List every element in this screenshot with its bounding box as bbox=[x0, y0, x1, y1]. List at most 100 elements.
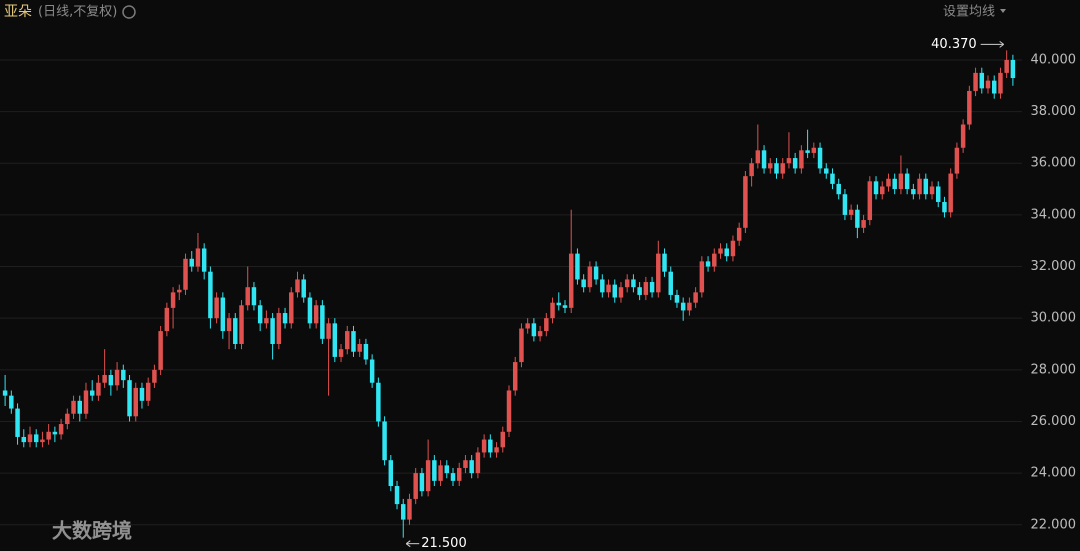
candle-body bbox=[9, 395, 14, 409]
settings-icon[interactable] bbox=[122, 5, 136, 19]
candle-body bbox=[618, 287, 624, 298]
candle-body bbox=[855, 209, 860, 228]
candle-body bbox=[637, 287, 642, 295]
candle-body bbox=[656, 253, 661, 293]
candle-body bbox=[649, 282, 655, 293]
annotation-arrowhead bbox=[999, 40, 1004, 48]
candle-body bbox=[624, 279, 630, 288]
candle-body bbox=[631, 279, 636, 288]
candle-body bbox=[407, 498, 412, 520]
candle-body bbox=[550, 302, 555, 319]
candle-body bbox=[40, 439, 45, 443]
candle-body bbox=[581, 279, 586, 288]
annotation-arrowhead bbox=[405, 540, 411, 548]
candle-body bbox=[46, 431, 51, 440]
candle-body bbox=[276, 313, 282, 345]
dropdown-arrow bbox=[1000, 9, 1006, 13]
candle-body bbox=[463, 460, 468, 468]
candle-body bbox=[805, 150, 810, 153]
candle-body bbox=[842, 194, 848, 215]
candle-body bbox=[680, 302, 686, 311]
candle-body bbox=[712, 253, 717, 267]
watermark: 大数跨境 bbox=[52, 519, 132, 543]
candle-body bbox=[388, 460, 394, 487]
candle-body bbox=[880, 186, 885, 195]
candle-body bbox=[488, 439, 493, 453]
candle-body bbox=[195, 248, 201, 267]
candle-body bbox=[544, 318, 549, 332]
candle-body bbox=[736, 227, 742, 241]
plot-area: 22.000 24.000 26.000 28.000 30.000 32.000 34.0… bbox=[0, 37, 1076, 551]
candle-body bbox=[967, 90, 972, 125]
candle-body bbox=[824, 168, 829, 174]
candle-body bbox=[108, 374, 114, 386]
candle-body bbox=[929, 186, 935, 195]
candle-body bbox=[382, 421, 387, 461]
candle-body bbox=[699, 261, 705, 293]
candle-body bbox=[326, 323, 331, 339]
candle-body bbox=[985, 80, 991, 89]
candle-body bbox=[58, 424, 64, 435]
candle-body bbox=[363, 344, 369, 360]
candle-body bbox=[301, 279, 306, 298]
candle-body bbox=[904, 173, 910, 190]
candle-body bbox=[289, 292, 294, 324]
y-tick-label: 22.000 bbox=[1031, 517, 1077, 532]
candle-body bbox=[786, 158, 792, 164]
candle-body bbox=[836, 183, 841, 195]
candle-body bbox=[600, 279, 605, 293]
candle-body bbox=[133, 387, 138, 417]
candle-body bbox=[892, 178, 897, 190]
candle-body bbox=[33, 434, 39, 443]
candle-body bbox=[425, 460, 431, 492]
candle-body bbox=[102, 374, 107, 383]
candle-body bbox=[270, 318, 275, 345]
candle-body bbox=[307, 297, 313, 324]
candle-body bbox=[562, 305, 568, 308]
candle-body bbox=[214, 297, 219, 319]
candle-body bbox=[332, 323, 338, 357]
candle-body bbox=[357, 344, 362, 352]
candle-body bbox=[512, 362, 518, 391]
candle-body bbox=[568, 253, 574, 308]
candle-body bbox=[911, 189, 916, 195]
y-tick-label: 38.000 bbox=[1031, 104, 1077, 119]
candle-body bbox=[761, 150, 767, 169]
candle-body bbox=[226, 318, 232, 332]
candle-body bbox=[208, 271, 213, 319]
candle-body bbox=[668, 271, 673, 295]
candle-body bbox=[556, 302, 562, 306]
candle-body bbox=[469, 460, 474, 474]
annotation-label: 21.500 bbox=[421, 536, 467, 551]
candle-body bbox=[674, 294, 680, 303]
candle-body bbox=[27, 434, 33, 443]
candle-body bbox=[245, 287, 250, 306]
y-tick-label: 30.000 bbox=[1031, 311, 1077, 326]
candle-body bbox=[170, 292, 176, 308]
candle-body bbox=[979, 72, 985, 89]
candle-body bbox=[401, 504, 406, 520]
candle-body bbox=[145, 382, 151, 401]
candle-body bbox=[96, 382, 101, 396]
candle-body bbox=[239, 305, 244, 345]
candle-body bbox=[867, 181, 873, 221]
y-tick-label: 32.000 bbox=[1031, 259, 1077, 274]
y-tick-label: 34.000 bbox=[1031, 207, 1077, 222]
candle-body bbox=[960, 124, 966, 148]
candle-body bbox=[282, 313, 288, 324]
candle-body bbox=[948, 173, 953, 213]
candle-body bbox=[338, 349, 344, 357]
candle-body bbox=[419, 473, 425, 492]
ma-setting-button[interactable]: 设置均线 bbox=[943, 5, 995, 20]
candle-body bbox=[917, 178, 922, 195]
candle-body bbox=[481, 439, 487, 453]
candle-body bbox=[320, 305, 325, 339]
candle-body bbox=[643, 282, 649, 295]
candle-body bbox=[780, 163, 785, 174]
candle-body bbox=[898, 173, 904, 190]
candle-body bbox=[1010, 59, 1016, 79]
y-tick-label: 36.000 bbox=[1031, 156, 1077, 171]
candle-body bbox=[991, 80, 997, 94]
candle-body bbox=[693, 292, 698, 303]
